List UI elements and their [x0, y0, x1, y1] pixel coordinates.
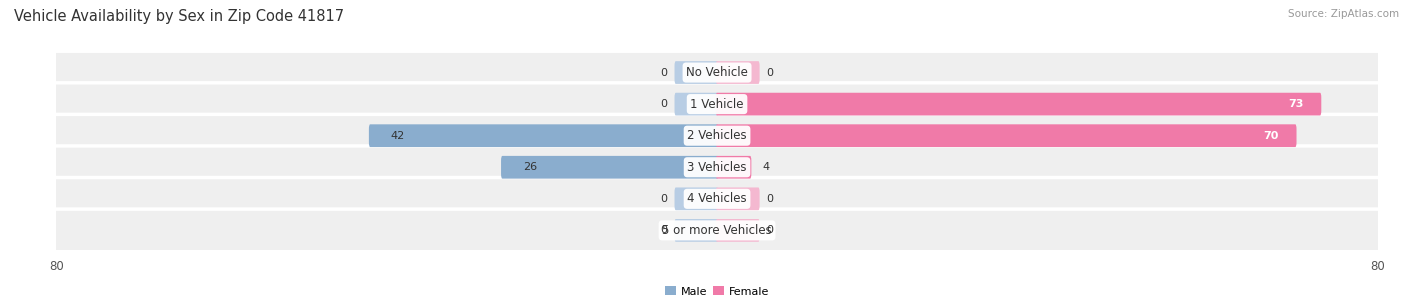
Text: 42: 42 [391, 131, 405, 141]
Text: 5 or more Vehicles: 5 or more Vehicles [662, 224, 772, 237]
FancyBboxPatch shape [716, 219, 759, 242]
FancyBboxPatch shape [37, 146, 1398, 188]
FancyBboxPatch shape [37, 177, 1398, 220]
FancyBboxPatch shape [37, 51, 1398, 94]
Text: 0: 0 [661, 99, 668, 109]
FancyBboxPatch shape [37, 83, 1398, 125]
Text: 26: 26 [523, 162, 537, 172]
FancyBboxPatch shape [675, 61, 718, 84]
FancyBboxPatch shape [716, 93, 1322, 115]
Text: 3 Vehicles: 3 Vehicles [688, 161, 747, 174]
FancyBboxPatch shape [675, 93, 718, 115]
FancyBboxPatch shape [716, 124, 1296, 147]
FancyBboxPatch shape [675, 188, 718, 210]
Text: No Vehicle: No Vehicle [686, 66, 748, 79]
FancyBboxPatch shape [716, 188, 759, 210]
Text: Source: ZipAtlas.com: Source: ZipAtlas.com [1288, 9, 1399, 19]
Text: 4: 4 [762, 162, 769, 172]
FancyBboxPatch shape [716, 61, 759, 84]
FancyBboxPatch shape [37, 114, 1398, 157]
Text: 73: 73 [1288, 99, 1303, 109]
FancyBboxPatch shape [37, 209, 1398, 252]
Text: 4 Vehicles: 4 Vehicles [688, 192, 747, 205]
Text: 70: 70 [1264, 131, 1279, 141]
Text: 2 Vehicles: 2 Vehicles [688, 129, 747, 142]
FancyBboxPatch shape [675, 219, 718, 242]
Text: 1 Vehicle: 1 Vehicle [690, 98, 744, 110]
Legend: Male, Female: Male, Female [661, 282, 773, 301]
Text: 0: 0 [766, 194, 773, 204]
Text: Vehicle Availability by Sex in Zip Code 41817: Vehicle Availability by Sex in Zip Code … [14, 9, 344, 24]
FancyBboxPatch shape [501, 156, 718, 179]
FancyBboxPatch shape [716, 156, 751, 179]
Text: 0: 0 [766, 68, 773, 77]
Text: 0: 0 [661, 68, 668, 77]
Text: 0: 0 [661, 194, 668, 204]
Text: 0: 0 [661, 226, 668, 235]
Text: 0: 0 [766, 226, 773, 235]
FancyBboxPatch shape [368, 124, 718, 147]
